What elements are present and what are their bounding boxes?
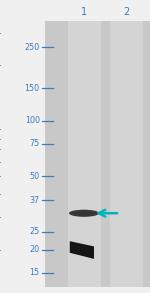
Bar [110, 21, 143, 287]
Bar [68, 21, 100, 287]
Text: 15: 15 [30, 268, 40, 277]
Text: 37: 37 [30, 196, 40, 205]
Ellipse shape [69, 210, 99, 217]
Polygon shape [70, 241, 94, 259]
Text: 2: 2 [124, 7, 130, 17]
Text: 50: 50 [30, 172, 40, 181]
Text: 150: 150 [25, 84, 40, 93]
Text: 1: 1 [81, 7, 87, 17]
Text: 25: 25 [30, 227, 40, 236]
Text: 20: 20 [30, 245, 40, 254]
Text: 100: 100 [25, 116, 40, 125]
Bar [45, 21, 150, 287]
Text: 75: 75 [30, 139, 40, 148]
Text: 250: 250 [24, 43, 40, 52]
